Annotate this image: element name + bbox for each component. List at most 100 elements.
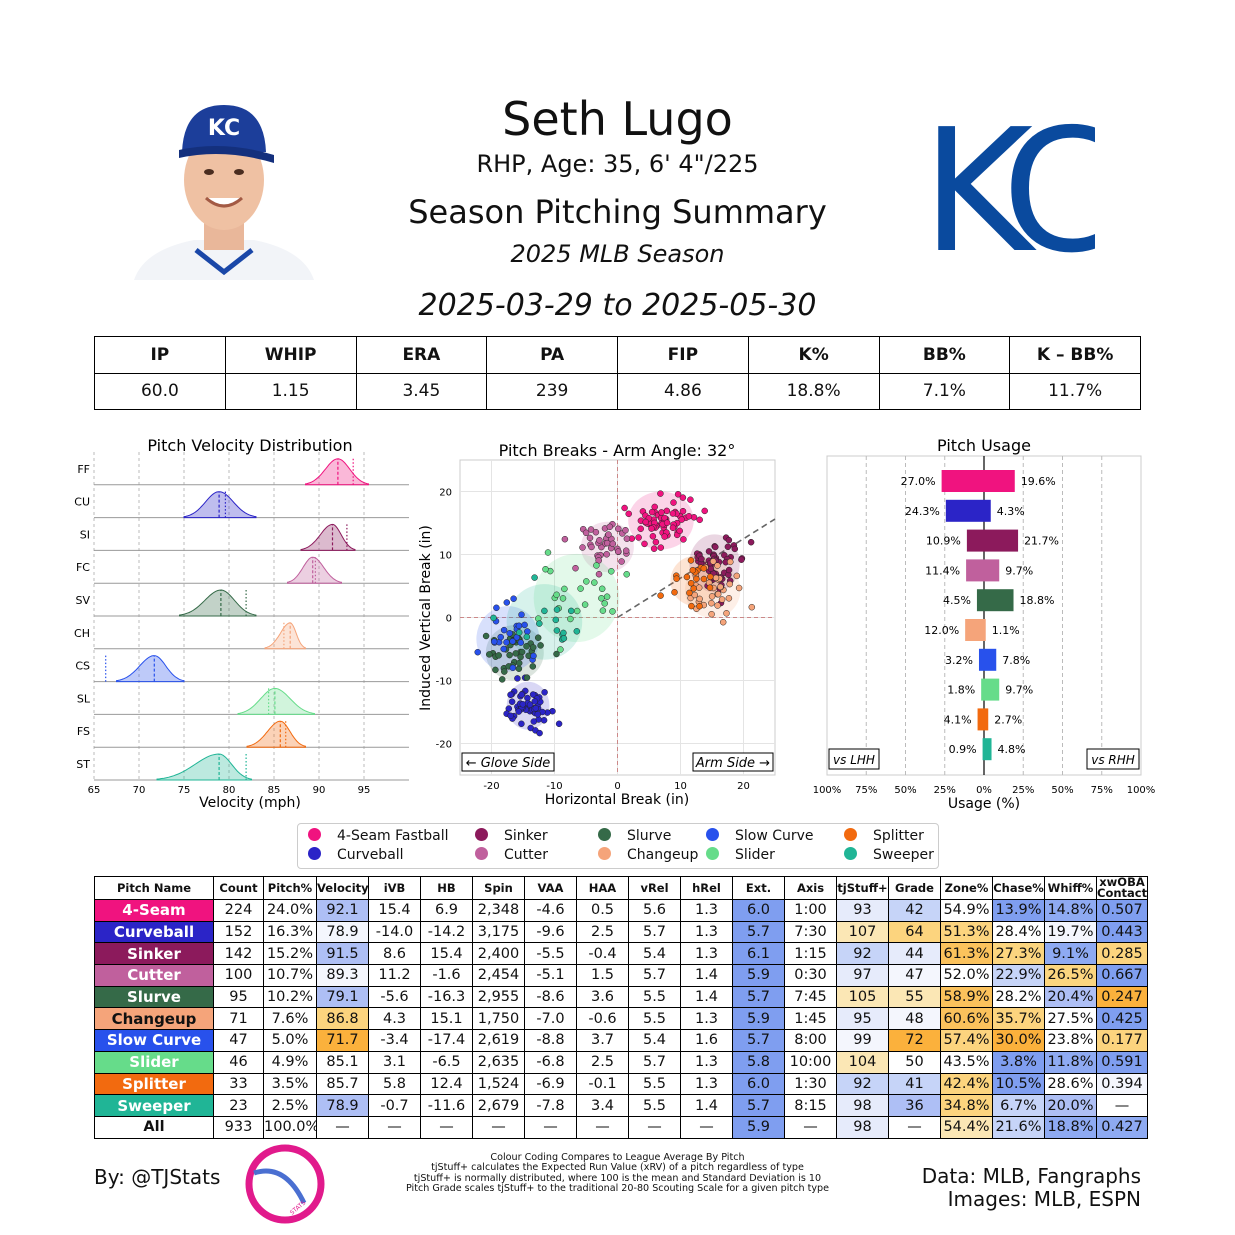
table-cell: 1.3 [680,1007,733,1031]
usage-label-lhh: 0.9% [949,743,977,756]
legend-label: Sinker [504,828,548,844]
velocity-chart-title: Pitch Velocity Distribution [147,436,352,455]
image-source: Images: MLB, ESPN [947,1187,1141,1211]
usage-label-rhh: 1.1% [992,624,1020,637]
break-point-st [515,629,523,636]
table-cell: -0.7 [368,1094,421,1117]
break-point-si [705,548,713,555]
break-point-ch [714,590,722,598]
velocity-row-label: FC [76,561,90,574]
break-y-tick: -10 [436,677,452,688]
pitch-name-cell: Slurve [94,985,214,1009]
velocity-density-ff [305,458,369,486]
legend-item: Splitter [844,828,924,844]
pitch-name-cell: Sinker [94,942,214,966]
table-cell: 5.7 [628,920,681,944]
table-cell: 47 [888,964,941,987]
break-point-cu [515,708,522,715]
table-cell: — [784,1115,837,1139]
legend-item: Slider [706,847,775,863]
break-point-fs [707,573,714,581]
break-point-st [553,627,561,634]
player-name: Seth Lugo [502,92,733,146]
table-column-header: vRel [628,876,681,900]
break-point-sl [603,593,611,600]
break-point-cs [500,645,507,653]
date-range: 2025-03-29 to 2025-05-30 [418,288,817,323]
table-cell: 60.6% [940,1007,993,1031]
break-y-tick: -20 [436,740,452,751]
break-point-cs [509,638,516,645]
table-cell: -0.6 [576,1007,629,1031]
table-cell: 105 [836,985,889,1009]
velocity-row-label: SV [75,594,90,607]
break-point-sv [515,665,523,672]
break-point-cu [508,698,516,705]
table-column-header: HAA [576,876,629,900]
table-cell: 1.3 [680,942,733,966]
break-point-cu [507,712,514,720]
table-cell: 20.4% [1044,985,1097,1009]
break-x-tick: 0 [614,781,620,792]
usage-label-rhh: 2.7% [994,713,1022,726]
table-cell: 24.0% [263,899,317,922]
break-point-ch [714,562,721,569]
table-cell: 1:45 [784,1007,837,1031]
break-point-cu [529,691,537,698]
table-cell: 61.3% [940,942,993,966]
legend-label: 4-Seam Fastball [337,828,449,844]
usage-bar-rhh-ch [984,619,986,641]
pitch-name-cell: All [94,1115,214,1139]
usage-label-lhh: 4.1% [944,713,972,726]
table-cell: 3.5% [263,1072,317,1096]
table-cell: -4.6 [524,899,577,922]
break-x-tick: -20 [483,781,499,792]
break-point-cu [507,691,514,699]
velocity-tick-label: 95 [358,785,371,796]
table-cell: 30.0% [992,1029,1045,1052]
table-cell: 6.1 [732,942,785,966]
legend-item: Slow Curve [706,828,814,844]
table-cell: 5.8 [732,1050,785,1074]
velocity-row-label: CS [75,660,90,673]
break-point-fc [622,547,630,554]
stat-value: 239 [486,372,618,410]
table-cell: 0.443 [1096,920,1148,944]
legend-label: Changeup [627,847,699,863]
table-cell: 1.3 [680,920,733,944]
break-point-si [724,543,732,551]
break-point-sl [567,615,574,623]
table-cell: -0.4 [576,942,629,966]
break-point-cs [530,652,537,660]
table-column-header: Ext. [732,876,785,900]
table-row: Sweeper 23 2.5% 78.9 -0.7 -11.6 2,679 -7.8 3.4 5.… [94,1094,1148,1117]
legend-label: Sweeper [873,847,934,863]
table-cell: 5.9 [732,1115,785,1139]
table-cell: 42 [888,899,941,922]
table-cell: 142 [213,942,264,966]
table-cell: -11.6 [420,1094,473,1117]
table-cell: 5.7 [628,1050,681,1074]
break-point-sv [515,659,523,667]
break-point-sv [512,650,520,657]
table-cell: 27.3% [992,942,1045,966]
legend-label: Curveball [337,847,404,863]
table-cell: 97 [836,964,889,987]
team-logo-text: KC [925,100,1095,275]
table-cell: 22.9% [992,964,1045,987]
table-cell: 3.4 [576,1094,629,1117]
velocity-row-label: CH [74,627,90,640]
velocity-row-label: FF [77,463,90,476]
usage-tick-label: 50% [1051,785,1073,796]
velocity-density-cs [116,655,185,683]
table-cell: -5.5 [524,942,577,966]
table-cell: 3,175 [472,920,525,944]
table-cell: -6.5 [420,1050,473,1074]
break-point-cu [530,718,538,725]
legend-dot-si [475,828,488,841]
table-row: Slurve 95 10.2% 79.1 -5.6 -16.3 2,955 -8.6 3.6 5.… [94,985,1148,1009]
table-column-header: Axis [784,876,837,900]
table-cell: 100.0% [263,1115,317,1139]
table-cell: 46 [213,1050,264,1074]
usage-label-rhh: 19.6% [1021,475,1056,488]
